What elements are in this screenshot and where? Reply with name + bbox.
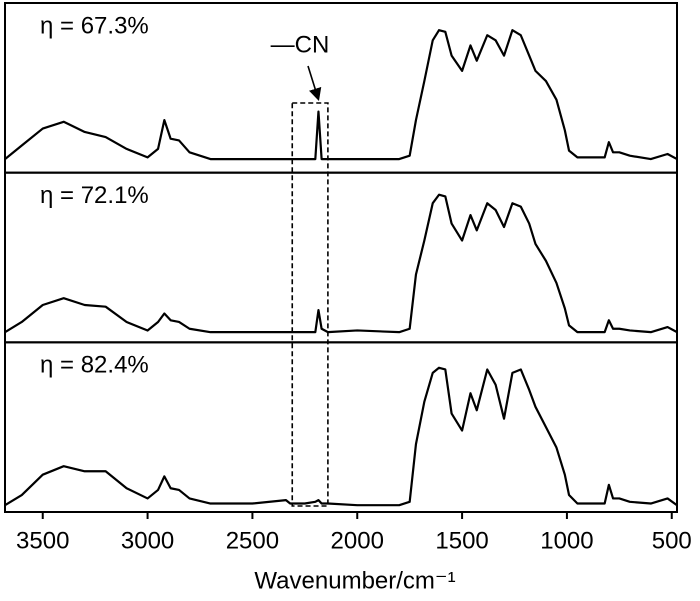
series-label: η = 72.1%: [40, 182, 149, 209]
panel-frame: [4, 341, 678, 514]
series-label: η = 67.3%: [40, 12, 149, 39]
series-label: η = 82.4%: [40, 352, 149, 379]
annotation: —CN: [271, 31, 330, 58]
x-tick-label: 3000: [121, 527, 174, 554]
x-tick-label: 500: [652, 527, 692, 554]
x-tick-label: 2500: [226, 527, 279, 554]
spectrum-line: [4, 366, 678, 507]
spectrum-line: [4, 193, 678, 334]
annotation-arrow: [307, 65, 322, 102]
x-tick-label: 1000: [540, 527, 593, 554]
x-axis-label: Wavenumber/cm⁻¹: [254, 567, 455, 594]
x-tick-label: 3500: [16, 527, 69, 554]
highlight-box: [291, 102, 329, 507]
x-tick-label: 2000: [331, 527, 384, 554]
x-tick-label: 1500: [435, 527, 488, 554]
spectrum-line: [4, 29, 678, 161]
